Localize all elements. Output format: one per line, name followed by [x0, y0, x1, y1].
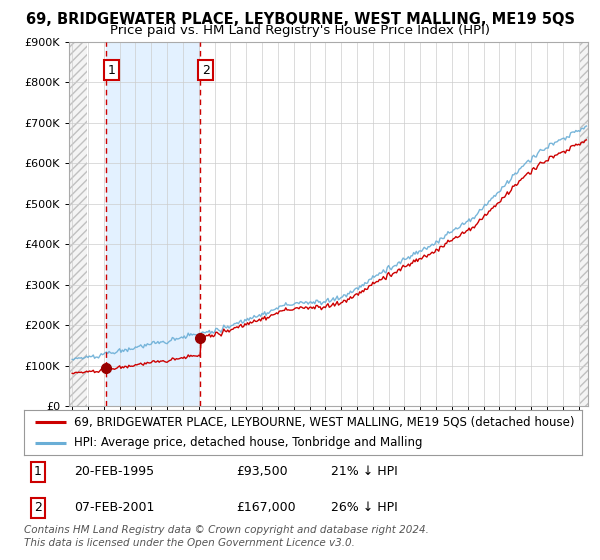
Text: 1: 1: [107, 64, 115, 77]
Text: £167,000: £167,000: [236, 501, 296, 514]
Text: 21% ↓ HPI: 21% ↓ HPI: [331, 465, 398, 478]
Text: 2: 2: [34, 501, 42, 514]
Bar: [69, 42, 87, 406]
Bar: [580, 42, 588, 406]
Text: Price paid vs. HM Land Registry's House Price Index (HPI): Price paid vs. HM Land Registry's House …: [110, 24, 490, 37]
Bar: [69, 42, 87, 406]
Text: 1: 1: [34, 465, 42, 478]
Text: £93,500: £93,500: [236, 465, 287, 478]
Bar: [580, 42, 588, 406]
Bar: [106, 42, 200, 406]
Text: 26% ↓ HPI: 26% ↓ HPI: [331, 501, 398, 514]
Text: Contains HM Land Registry data © Crown copyright and database right 2024.
This d: Contains HM Land Registry data © Crown c…: [24, 525, 429, 548]
Text: 07-FEB-2001: 07-FEB-2001: [74, 501, 155, 514]
Text: 2: 2: [202, 64, 210, 77]
Text: 69, BRIDGEWATER PLACE, LEYBOURNE, WEST MALLING, ME19 5QS (detached house): 69, BRIDGEWATER PLACE, LEYBOURNE, WEST M…: [74, 416, 575, 428]
Text: 20-FEB-1995: 20-FEB-1995: [74, 465, 154, 478]
Text: HPI: Average price, detached house, Tonbridge and Malling: HPI: Average price, detached house, Tonb…: [74, 436, 423, 449]
Text: 69, BRIDGEWATER PLACE, LEYBOURNE, WEST MALLING, ME19 5QS: 69, BRIDGEWATER PLACE, LEYBOURNE, WEST M…: [25, 12, 575, 27]
